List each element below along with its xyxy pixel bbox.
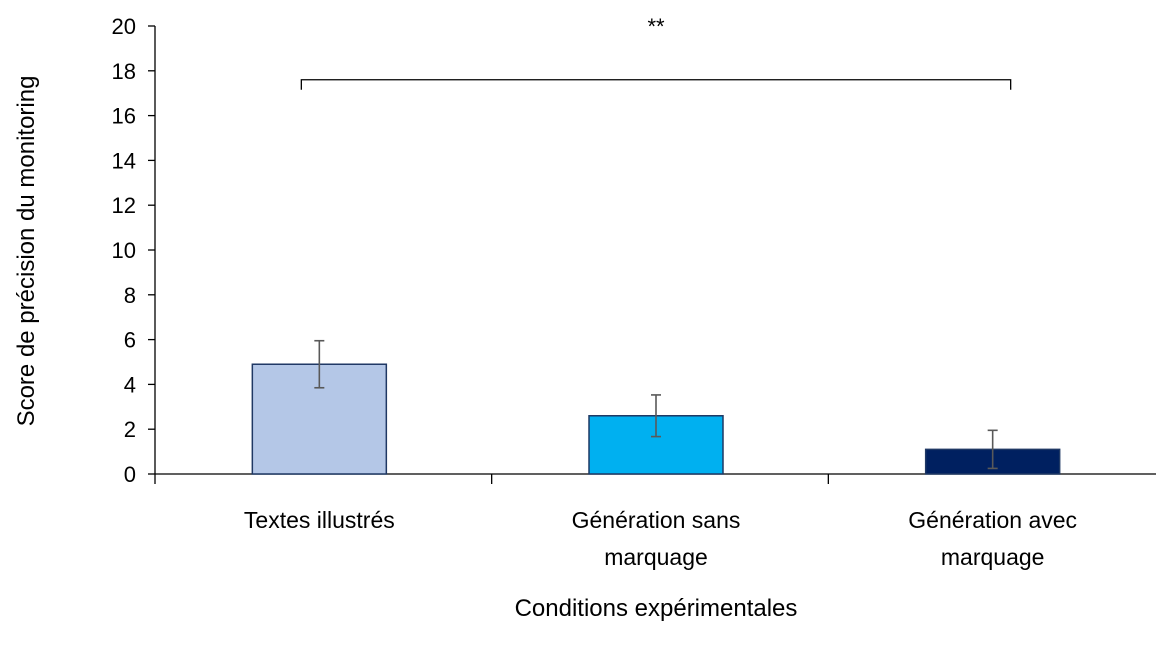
- y-tick-label: 18: [112, 59, 136, 84]
- x-axis: Textes illustrés Génération sans marquage G…: [154, 473, 1156, 570]
- y-tick-label: 16: [112, 104, 136, 129]
- error-bar: [987, 429, 998, 470]
- significance-annotation: **: [300, 14, 1012, 90]
- x-tick-label: Génération avec: [908, 507, 1077, 533]
- y-tick-label: 0: [124, 462, 136, 487]
- error-bar: [314, 339, 325, 389]
- error-bars: [314, 339, 998, 470]
- x-axis-title: Conditions expérimentales: [515, 595, 798, 622]
- y-tick-label: 12: [112, 193, 136, 218]
- significance-bracket: [300, 79, 1012, 90]
- x-tick-label: marquage: [941, 544, 1045, 570]
- y-tick-label: 4: [124, 372, 136, 397]
- y-tick-label: 2: [124, 417, 136, 442]
- y-tick-label: 10: [112, 238, 136, 263]
- error-bar: [651, 394, 661, 438]
- y-axis: 0 2 4 6 8 10 12 14 16 18 20: [112, 14, 156, 487]
- y-tick-label: 14: [112, 148, 136, 173]
- y-tick-label: 20: [112, 14, 136, 39]
- significance-label: **: [647, 14, 665, 39]
- y-axis-title: Score de précision du monitoring: [13, 76, 40, 427]
- bar: [251, 363, 388, 475]
- x-tick-label: Génération sans: [572, 507, 741, 533]
- y-tick-label: 8: [124, 283, 136, 308]
- x-tick-label: Textes illustrés: [244, 507, 395, 533]
- y-tick-label: 6: [124, 328, 136, 353]
- x-tick-label: marquage: [604, 544, 708, 570]
